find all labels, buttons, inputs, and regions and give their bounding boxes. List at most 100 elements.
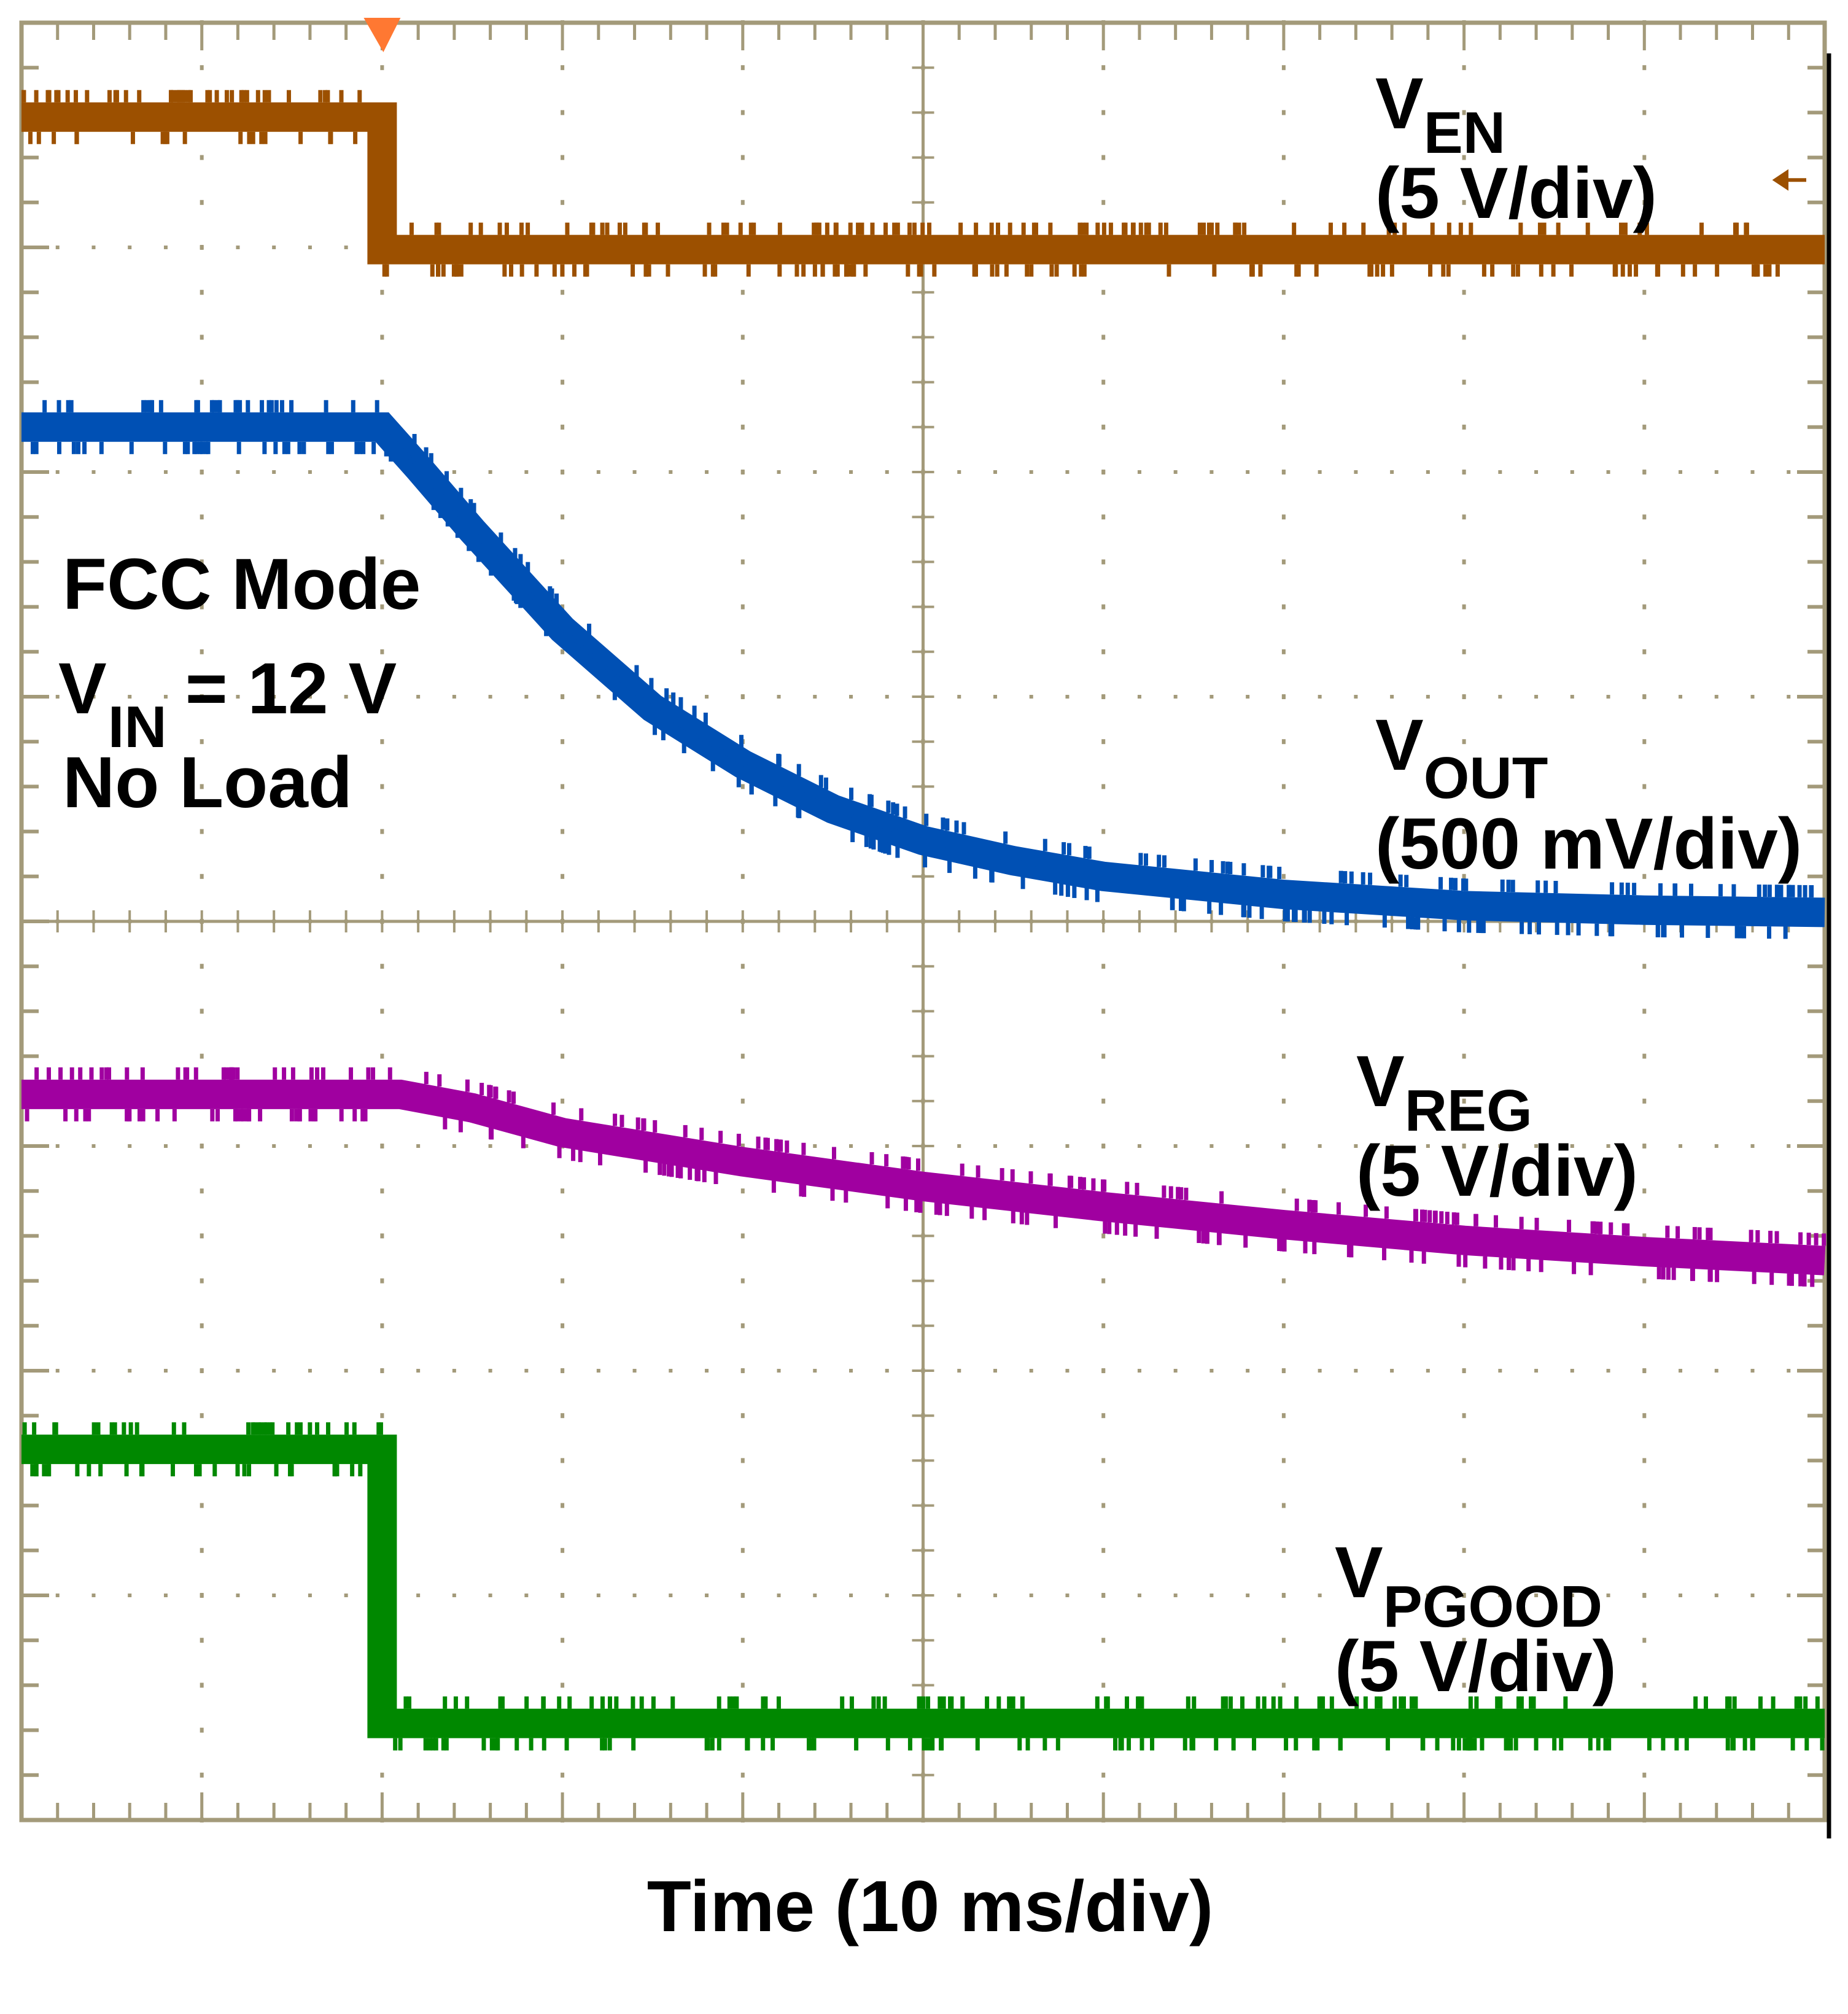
noise-spike xyxy=(1410,916,1415,929)
grid-dot xyxy=(452,1594,456,1597)
grid-dot xyxy=(163,246,168,249)
noise-spike xyxy=(436,264,441,277)
grid-dot xyxy=(1281,1772,1286,1778)
noise-spike xyxy=(489,1738,494,1751)
noise-spike xyxy=(107,90,112,103)
trace-edge xyxy=(21,115,1825,252)
grid-dot xyxy=(1498,470,1502,474)
noise-spike xyxy=(1499,1257,1504,1270)
noise-spike xyxy=(339,1109,344,1121)
noise-spike xyxy=(1135,1182,1139,1195)
grid-dot xyxy=(1281,873,1286,879)
grid-dot xyxy=(380,964,384,969)
grid-dot xyxy=(561,964,565,969)
noise-spike xyxy=(1375,1696,1380,1709)
noise-spike xyxy=(320,1067,325,1080)
noise-spike xyxy=(756,1136,761,1149)
grid-dot xyxy=(380,65,384,71)
grid-dot xyxy=(740,335,745,340)
noise-spike xyxy=(382,264,387,277)
noise-spike xyxy=(1620,264,1625,277)
noise-spike xyxy=(614,1696,619,1709)
grid-dot xyxy=(669,470,673,474)
noise-spike xyxy=(880,840,885,853)
noise-spike xyxy=(666,264,670,277)
noise-spike xyxy=(1763,885,1768,897)
noise-spike xyxy=(360,1109,365,1121)
grid-dot xyxy=(308,695,312,699)
grid-dot xyxy=(1101,1503,1106,1508)
noise-spike xyxy=(1469,222,1473,235)
noise-spike xyxy=(511,1091,516,1104)
noise-spike xyxy=(326,441,331,454)
noise-spike xyxy=(1231,1738,1236,1751)
noise-spike xyxy=(678,697,683,710)
noise-spike xyxy=(1137,1696,1142,1709)
noise-spike xyxy=(1481,264,1486,277)
noise-spike xyxy=(387,1067,392,1080)
grid-dot xyxy=(596,695,600,699)
grid-dot xyxy=(1281,1369,1286,1373)
grid-dot xyxy=(452,1369,456,1373)
trace-edge xyxy=(21,1447,1825,1725)
noise-spike xyxy=(36,131,41,144)
grid-dot xyxy=(200,649,204,654)
grid-dot xyxy=(380,784,384,789)
noise-spike xyxy=(1279,1239,1284,1252)
noise-spike xyxy=(235,1464,240,1477)
noise-spike xyxy=(1590,1221,1595,1234)
noise-spike xyxy=(172,1109,177,1121)
noise-spike xyxy=(332,1464,337,1477)
noise-spike xyxy=(1091,1178,1096,1191)
noise-spike xyxy=(771,1180,776,1193)
noise-spike xyxy=(1464,878,1469,891)
grid-dot xyxy=(1642,1547,1647,1553)
grid-dot xyxy=(1534,470,1539,474)
noise-spike xyxy=(242,1464,247,1477)
grid-dot xyxy=(1101,1413,1106,1419)
noise-spike xyxy=(350,1464,355,1477)
grid-dot xyxy=(1570,1369,1574,1373)
grid-dot xyxy=(1101,1683,1106,1688)
grid-dot xyxy=(1642,379,1647,385)
noise-spike xyxy=(230,90,235,103)
noise-spike xyxy=(1661,1267,1666,1280)
noise-spike xyxy=(812,222,817,235)
grid-dot xyxy=(740,1503,745,1508)
grid-dot xyxy=(740,424,745,430)
noise-spike xyxy=(1771,1696,1776,1709)
noise-spike xyxy=(376,1422,381,1435)
grid-dot xyxy=(1281,65,1286,71)
noise-spike xyxy=(704,1738,709,1751)
noise-spike xyxy=(82,441,87,454)
noise-spike xyxy=(960,1163,965,1176)
noise-spike xyxy=(564,1738,569,1751)
noise-spike xyxy=(634,665,639,678)
grid-dot xyxy=(740,1278,745,1284)
noise-spike xyxy=(1567,1220,1572,1233)
noise-spike xyxy=(409,222,414,235)
grid-dot xyxy=(1173,1594,1178,1597)
grid-dot xyxy=(1137,1369,1141,1373)
noise-spike xyxy=(1734,926,1739,939)
svg-text:(5 V/div): (5 V/div) xyxy=(1375,153,1657,234)
noise-spike xyxy=(848,222,853,235)
noise-spike xyxy=(1647,1738,1652,1751)
grid-dot xyxy=(813,695,817,699)
noise-spike xyxy=(678,1166,683,1179)
noise-spike xyxy=(424,1072,429,1085)
noise-spike xyxy=(1345,913,1349,926)
noise-spike xyxy=(431,497,436,510)
grid-dot xyxy=(1281,1594,1286,1597)
noise-spike xyxy=(1806,1233,1811,1245)
noise-spike xyxy=(1531,1696,1536,1709)
grid-dot xyxy=(380,470,384,474)
grid-dot xyxy=(308,470,312,474)
noise-spike xyxy=(915,1158,920,1171)
noise-spike xyxy=(802,1184,807,1197)
noise-spike xyxy=(308,1422,313,1435)
noise-spike xyxy=(961,822,966,835)
noise-spike xyxy=(513,591,518,603)
noise-spike xyxy=(1731,884,1736,897)
